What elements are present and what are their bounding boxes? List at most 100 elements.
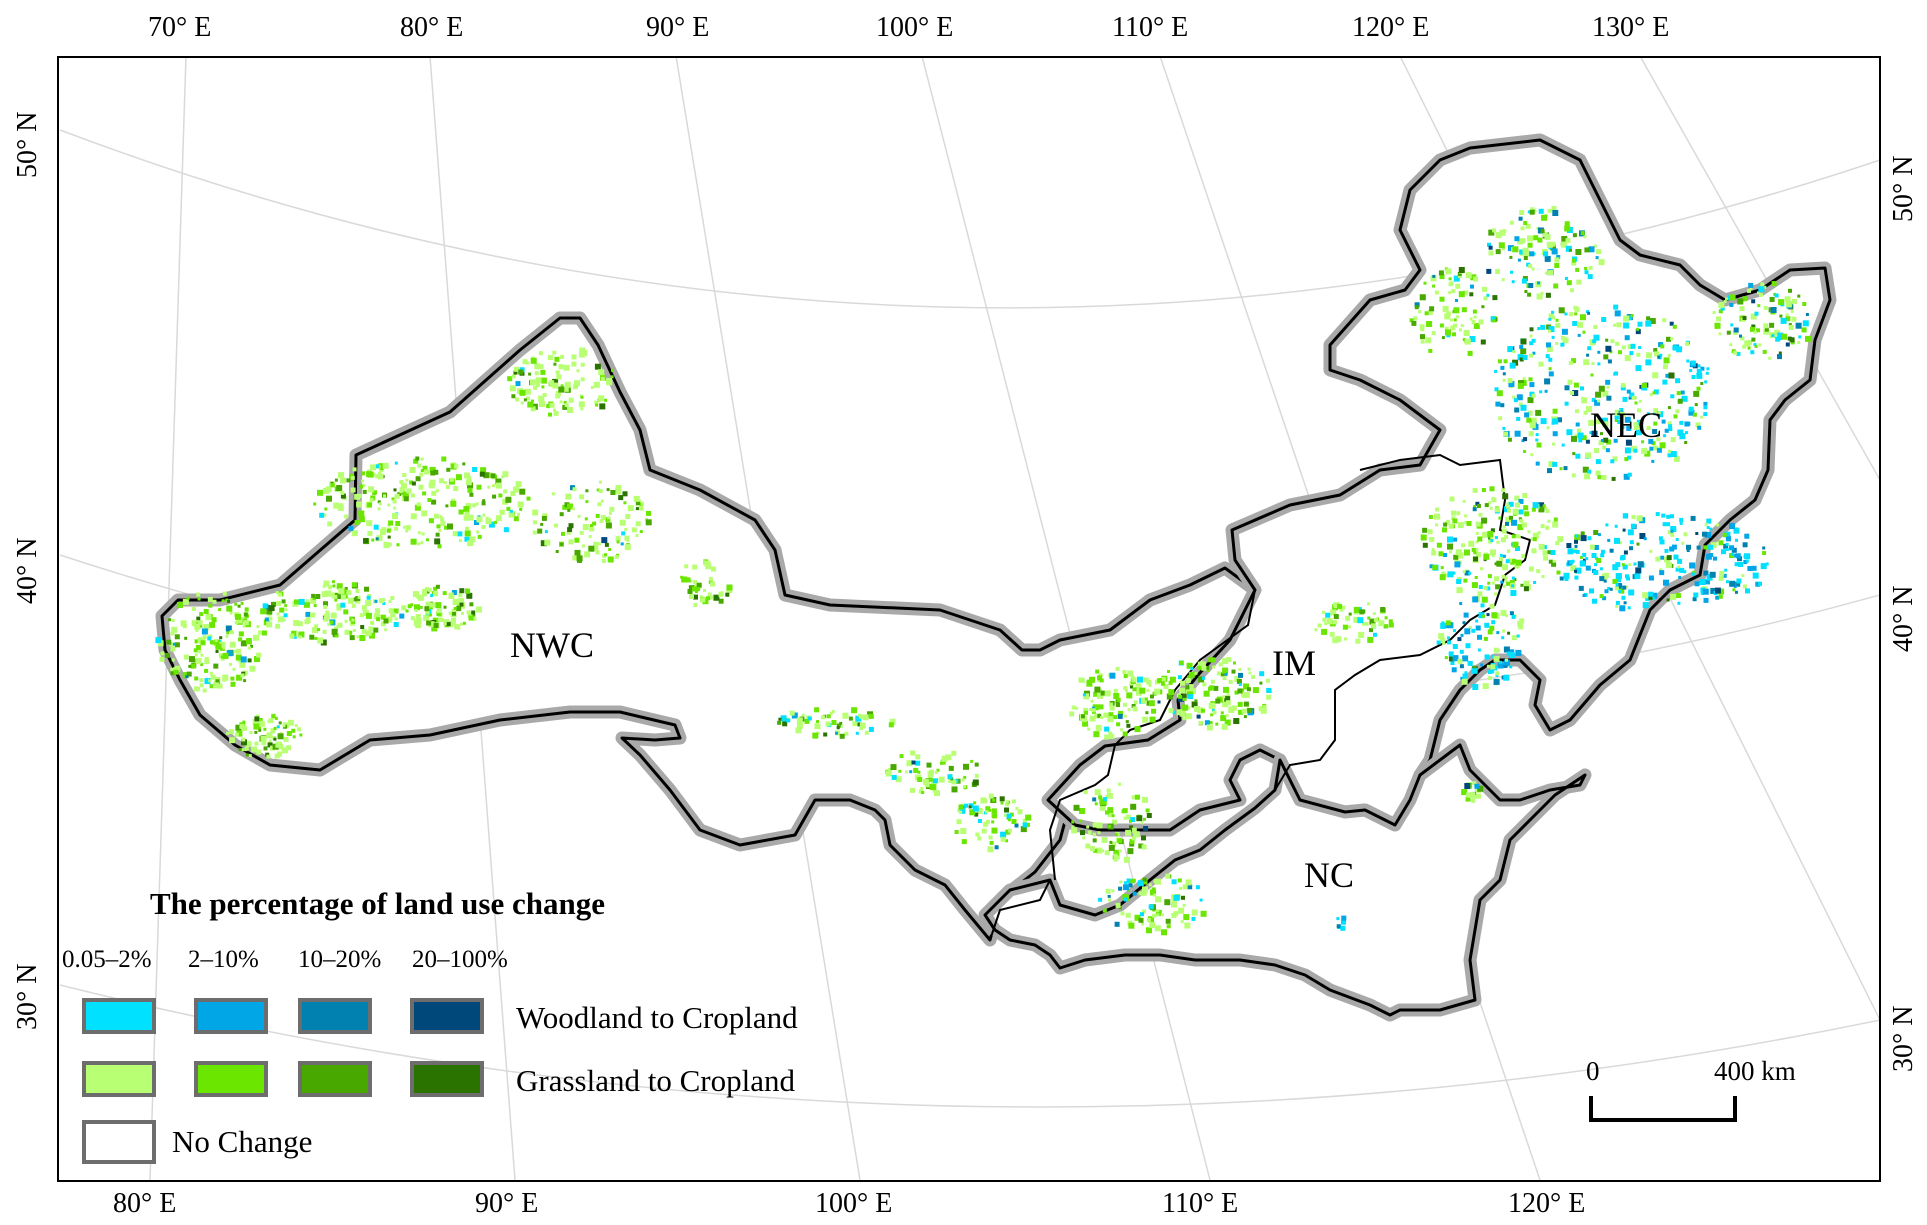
change-pixel — [1516, 394, 1523, 401]
change-pixel — [693, 580, 698, 584]
change-pixel — [429, 466, 436, 473]
change-pixel — [1185, 678, 1191, 683]
change-pixel — [1144, 697, 1148, 701]
change-pixel — [338, 588, 345, 595]
change-pixel — [1653, 389, 1659, 395]
change-pixel — [388, 599, 392, 603]
change-pixel — [210, 674, 216, 680]
change-pixel — [969, 809, 976, 816]
change-pixel — [511, 374, 516, 379]
change-pixel — [604, 553, 608, 557]
change-pixel — [1587, 311, 1591, 315]
change-pixel — [426, 620, 432, 626]
change-pixel — [1574, 433, 1579, 438]
change-pixel — [1505, 559, 1510, 564]
change-pixel — [422, 588, 428, 594]
change-pixel — [1146, 679, 1152, 685]
change-pixel — [1078, 677, 1084, 683]
change-pixel — [1209, 685, 1215, 691]
change-pixel — [1542, 550, 1548, 556]
change-pixel — [1706, 367, 1710, 371]
change-pixel — [287, 719, 294, 726]
change-pixel — [347, 597, 354, 604]
change-pixel — [1447, 536, 1453, 543]
change-pixel — [1427, 529, 1433, 535]
change-pixel — [1635, 365, 1642, 372]
change-pixel — [1422, 527, 1428, 533]
change-pixel — [1753, 343, 1757, 347]
change-pixel — [1456, 511, 1461, 516]
change-pixel — [696, 582, 702, 588]
change-pixel — [365, 612, 372, 619]
change-pixel — [239, 723, 245, 729]
change-pixel — [1633, 422, 1639, 427]
change-pixel — [1463, 330, 1470, 336]
change-pixel — [1469, 317, 1473, 321]
change-pixel — [555, 370, 560, 375]
change-pixel — [281, 747, 288, 754]
change-pixel — [1131, 827, 1137, 833]
change-pixel — [1663, 357, 1670, 364]
change-pixel — [1596, 558, 1602, 563]
change-pixel — [1584, 473, 1591, 480]
change-pixel — [215, 650, 219, 653]
change-pixel — [1764, 327, 1769, 332]
change-pixel — [927, 771, 934, 777]
change-pixel — [1473, 547, 1479, 553]
change-pixel — [1465, 272, 1472, 279]
change-pixel — [369, 498, 374, 502]
change-pixel — [1702, 588, 1709, 595]
change-pixel — [1153, 879, 1158, 884]
change-pixel — [1155, 878, 1161, 885]
change-pixel — [1489, 506, 1493, 510]
change-pixel — [390, 596, 395, 600]
change-pixel — [1487, 581, 1491, 585]
change-pixel — [1197, 665, 1202, 670]
change-pixel — [1654, 446, 1659, 451]
change-pixel — [1723, 300, 1727, 303]
change-pixel — [226, 631, 230, 635]
legend-nochange-label: No Change — [172, 1124, 313, 1159]
change-pixel — [1618, 350, 1622, 355]
change-pixel — [1452, 571, 1456, 575]
change-pixel — [1553, 250, 1558, 255]
change-pixel — [588, 545, 595, 552]
change-pixel — [388, 617, 393, 622]
change-pixel — [1215, 722, 1219, 726]
change-pixel — [1642, 602, 1649, 609]
change-pixel — [492, 484, 495, 488]
swatch-grassland-2 — [194, 1061, 268, 1097]
change-pixel — [443, 481, 447, 485]
change-pixel — [1007, 828, 1012, 833]
change-pixel — [1543, 555, 1549, 561]
change-pixel — [590, 386, 594, 389]
change-pixel — [1134, 726, 1141, 733]
change-pixel — [200, 663, 204, 666]
change-pixel — [909, 770, 913, 774]
right-lat-label: 30° N — [1888, 1005, 1919, 1072]
change-pixel — [1620, 383, 1625, 387]
change-pixel — [959, 810, 963, 814]
change-pixel — [1473, 323, 1480, 329]
change-pixel — [1506, 651, 1511, 656]
change-pixel — [1593, 325, 1598, 329]
change-pixel — [358, 516, 365, 523]
change-pixel — [380, 614, 386, 620]
change-pixel — [1645, 320, 1652, 327]
change-pixel — [1551, 310, 1555, 314]
change-pixel — [399, 613, 405, 619]
change-pixel — [1503, 646, 1510, 653]
change-pixel — [1795, 322, 1802, 329]
change-pixel — [1612, 578, 1618, 584]
change-pixel — [1439, 296, 1445, 302]
change-pixel — [1212, 710, 1217, 715]
change-pixel — [1113, 715, 1118, 720]
change-pixel — [1545, 354, 1550, 359]
change-pixel — [1617, 578, 1621, 583]
change-pixel — [1157, 700, 1161, 704]
change-pixel — [1739, 334, 1742, 338]
change-pixel — [1243, 684, 1246, 688]
change-pixel — [1768, 356, 1772, 360]
change-pixel — [1462, 673, 1468, 679]
change-pixel — [816, 720, 820, 723]
